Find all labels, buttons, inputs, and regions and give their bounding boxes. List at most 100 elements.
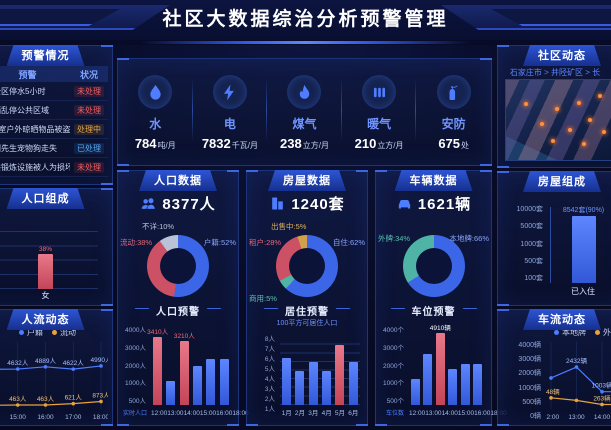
map-marker[interactable] xyxy=(582,142,587,147)
legend-item[interactable]: 流动 xyxy=(52,327,76,338)
warning-row[interactable]: 公共锻炼设施被人为损坏 未处理 xyxy=(0,158,108,177)
map-marker[interactable] xyxy=(550,139,555,144)
fire-extinguisher-icon xyxy=(436,75,471,109)
bar: 4910辆 xyxy=(430,325,451,405)
map-marker[interactable] xyxy=(597,94,602,99)
people-flow-chart[interactable]: 14:0015:0016:0017:0018:004632人4889人4622人… xyxy=(0,340,112,421)
status-badge: 未处理 xyxy=(74,104,104,116)
warning-row[interactable]: 室刘先生宠物狗走失 已处理 xyxy=(0,139,108,158)
map-marker[interactable] xyxy=(587,118,592,123)
panel-people-flow: 人流动态 户籍 流动 14:0015:0016:0017:0018:004632… xyxy=(0,309,113,426)
donut-label: 流动:38% xyxy=(120,238,153,247)
warning-row[interactable]: 402室户外晾晒物品被盗 处理中 xyxy=(0,120,108,139)
svg-text:15:00: 15:00 xyxy=(10,414,27,421)
map-marker[interactable] xyxy=(523,102,528,107)
warning-table: 预警 状况 钟全区停水5小时 未处理 车辆乱停公共区域 未处理 402室户外晾晒… xyxy=(0,66,108,180)
building-icon xyxy=(272,197,284,210)
donut-label: 本地牌:66% xyxy=(449,234,489,243)
line-plot[interactable]: 12:0013:0014:0015:0016:002432辆1003辆1002辆… xyxy=(542,340,611,421)
line-plot[interactable]: 14:0015:0016:0017:0018:004632人4889人4622人… xyxy=(0,340,112,421)
bar-plot[interactable]: 38% xyxy=(0,218,98,289)
bar xyxy=(308,361,318,405)
panel-community-title: 社区动态 xyxy=(523,45,601,66)
radiator-icon xyxy=(362,75,397,109)
bar-plot[interactable]: 3410人 3210人 xyxy=(147,327,231,405)
y-axis: 4000个 3000个 2000个 1000个 500个 xyxy=(383,327,404,405)
svg-text:14:00: 14:00 xyxy=(594,414,611,421)
map-marker[interactable] xyxy=(539,121,544,126)
map-marker[interactable] xyxy=(602,129,607,134)
donut-label: 不详:10% xyxy=(142,222,175,231)
bar xyxy=(193,365,203,405)
population-warning-chart[interactable]: 人口预警 4000人 3000人 2000人 1000人 500人 3410人 3210人… xyxy=(123,307,249,419)
subchart-subtitle: 100平方可居住人口 xyxy=(276,320,338,327)
svg-text:648辆: 648辆 xyxy=(546,387,560,396)
stat-heating[interactable]: 暖气 210立方/月 xyxy=(342,59,417,165)
housing-donut-chart[interactable] xyxy=(276,235,338,297)
y-axis: 10000套 5000套 1000套 500套 100套 xyxy=(516,206,543,282)
warning-row[interactable]: 车辆乱停公共区域 未处理 xyxy=(0,101,108,120)
y-axis-title: 车位数 xyxy=(385,411,404,417)
panel-community: 社区动态 石家庄市 > 井陉矿区 > 长 xyxy=(497,45,611,168)
panel-housing-title: 房屋数据 xyxy=(268,170,346,191)
community-map[interactable] xyxy=(505,79,611,161)
svg-text:4889人: 4889人 xyxy=(35,357,56,365)
panel-warning-title: 预警情况 xyxy=(7,45,85,66)
svg-text:1003辆: 1003辆 xyxy=(592,381,611,390)
donut-label: 商用:5% xyxy=(249,294,277,303)
legend-item[interactable]: 外牌 xyxy=(595,327,611,338)
bar xyxy=(460,363,470,405)
stat-gas[interactable]: 煤气 238立方/月 xyxy=(267,59,342,165)
parking-warning-chart[interactable]: 车位预警 4000个 3000个 2000个 1000个 500个 4910辆 12:0… xyxy=(381,307,507,419)
panel-population-title: 人口数据 xyxy=(139,170,217,191)
svg-text:17:00: 17:00 xyxy=(65,414,82,421)
water-drop-icon xyxy=(138,75,173,109)
warning-row[interactable]: 钟全区停水5小时 未处理 xyxy=(0,82,108,101)
housing-composition-chart[interactable]: 10000套 5000套 1000套 500套 100套 8542套(90%) 已入住 xyxy=(504,204,611,296)
map-marker[interactable] xyxy=(567,128,572,132)
population-composition-chart[interactable]: 38% 女 xyxy=(0,215,104,300)
map-marker[interactable] xyxy=(555,107,560,112)
stat-label: 电 xyxy=(223,117,236,131)
stat-security[interactable]: 安防 675处 xyxy=(416,59,491,165)
bar xyxy=(335,344,345,405)
donut-label: 自住:62% xyxy=(332,238,365,247)
status-badge: 未处理 xyxy=(74,85,104,97)
legend-dot xyxy=(554,330,559,335)
map-marker[interactable] xyxy=(576,100,581,105)
bar xyxy=(295,370,305,405)
bar-plot[interactable]: 4910辆 xyxy=(409,325,484,405)
flame-icon xyxy=(287,75,322,109)
panel-housing-composition-title: 房屋组成 xyxy=(523,171,601,192)
y-axis: 4000人 3000人 2000人 1000人 500人 xyxy=(125,327,146,405)
stat-electricity[interactable]: 电 7832千瓦/月 xyxy=(193,59,268,165)
x-axis: 1月 2月 3月 4月 5月 6月 xyxy=(281,410,359,417)
bar xyxy=(410,379,420,405)
stat-label: 暖气 xyxy=(367,117,392,131)
bar-plot[interactable] xyxy=(280,336,360,405)
panel-housing-composition: 房屋组成 10000套 5000套 1000套 500套 100套 8542套(90%)… xyxy=(497,171,611,306)
svg-text:263辆: 263辆 xyxy=(593,393,611,402)
legend-item[interactable]: 本地牌 xyxy=(554,327,586,338)
panel-population: 人口数据 8377人 不详:10% 流动:38% 户籍:52% 人口预警 400… xyxy=(117,170,249,426)
svg-text:13:00: 13:00 xyxy=(568,414,585,421)
population-donut-chart[interactable] xyxy=(147,235,209,297)
legend-item[interactable]: 户籍 xyxy=(19,327,43,338)
svg-text:873人: 873人 xyxy=(92,391,108,399)
stat-value: 675处 xyxy=(438,136,470,151)
residence-warning-chart[interactable]: 居住预警 100平方可居住人口 8人 7人 6人 5人 4人 3人 2人 1人 1月 2月 3月 4… xyxy=(252,307,362,419)
car-icon xyxy=(398,199,410,209)
bar xyxy=(166,381,176,405)
stat-water[interactable]: 水 784吨/月 xyxy=(118,59,193,165)
subchart-title: 人口预警 xyxy=(123,307,233,319)
vehicle-donut-chart[interactable] xyxy=(402,235,465,297)
bar xyxy=(348,361,358,405)
bar-plot[interactable]: 8542套(90%) xyxy=(550,207,611,283)
panel-vehicle: 车辆数据 1621辆 外牌:34% 本地牌:66% 车位预警 4000个 3000… xyxy=(375,170,507,426)
bar xyxy=(219,359,229,405)
breadcrumb[interactable]: 石家庄市 > 井陉矿区 > 长 xyxy=(509,68,601,77)
